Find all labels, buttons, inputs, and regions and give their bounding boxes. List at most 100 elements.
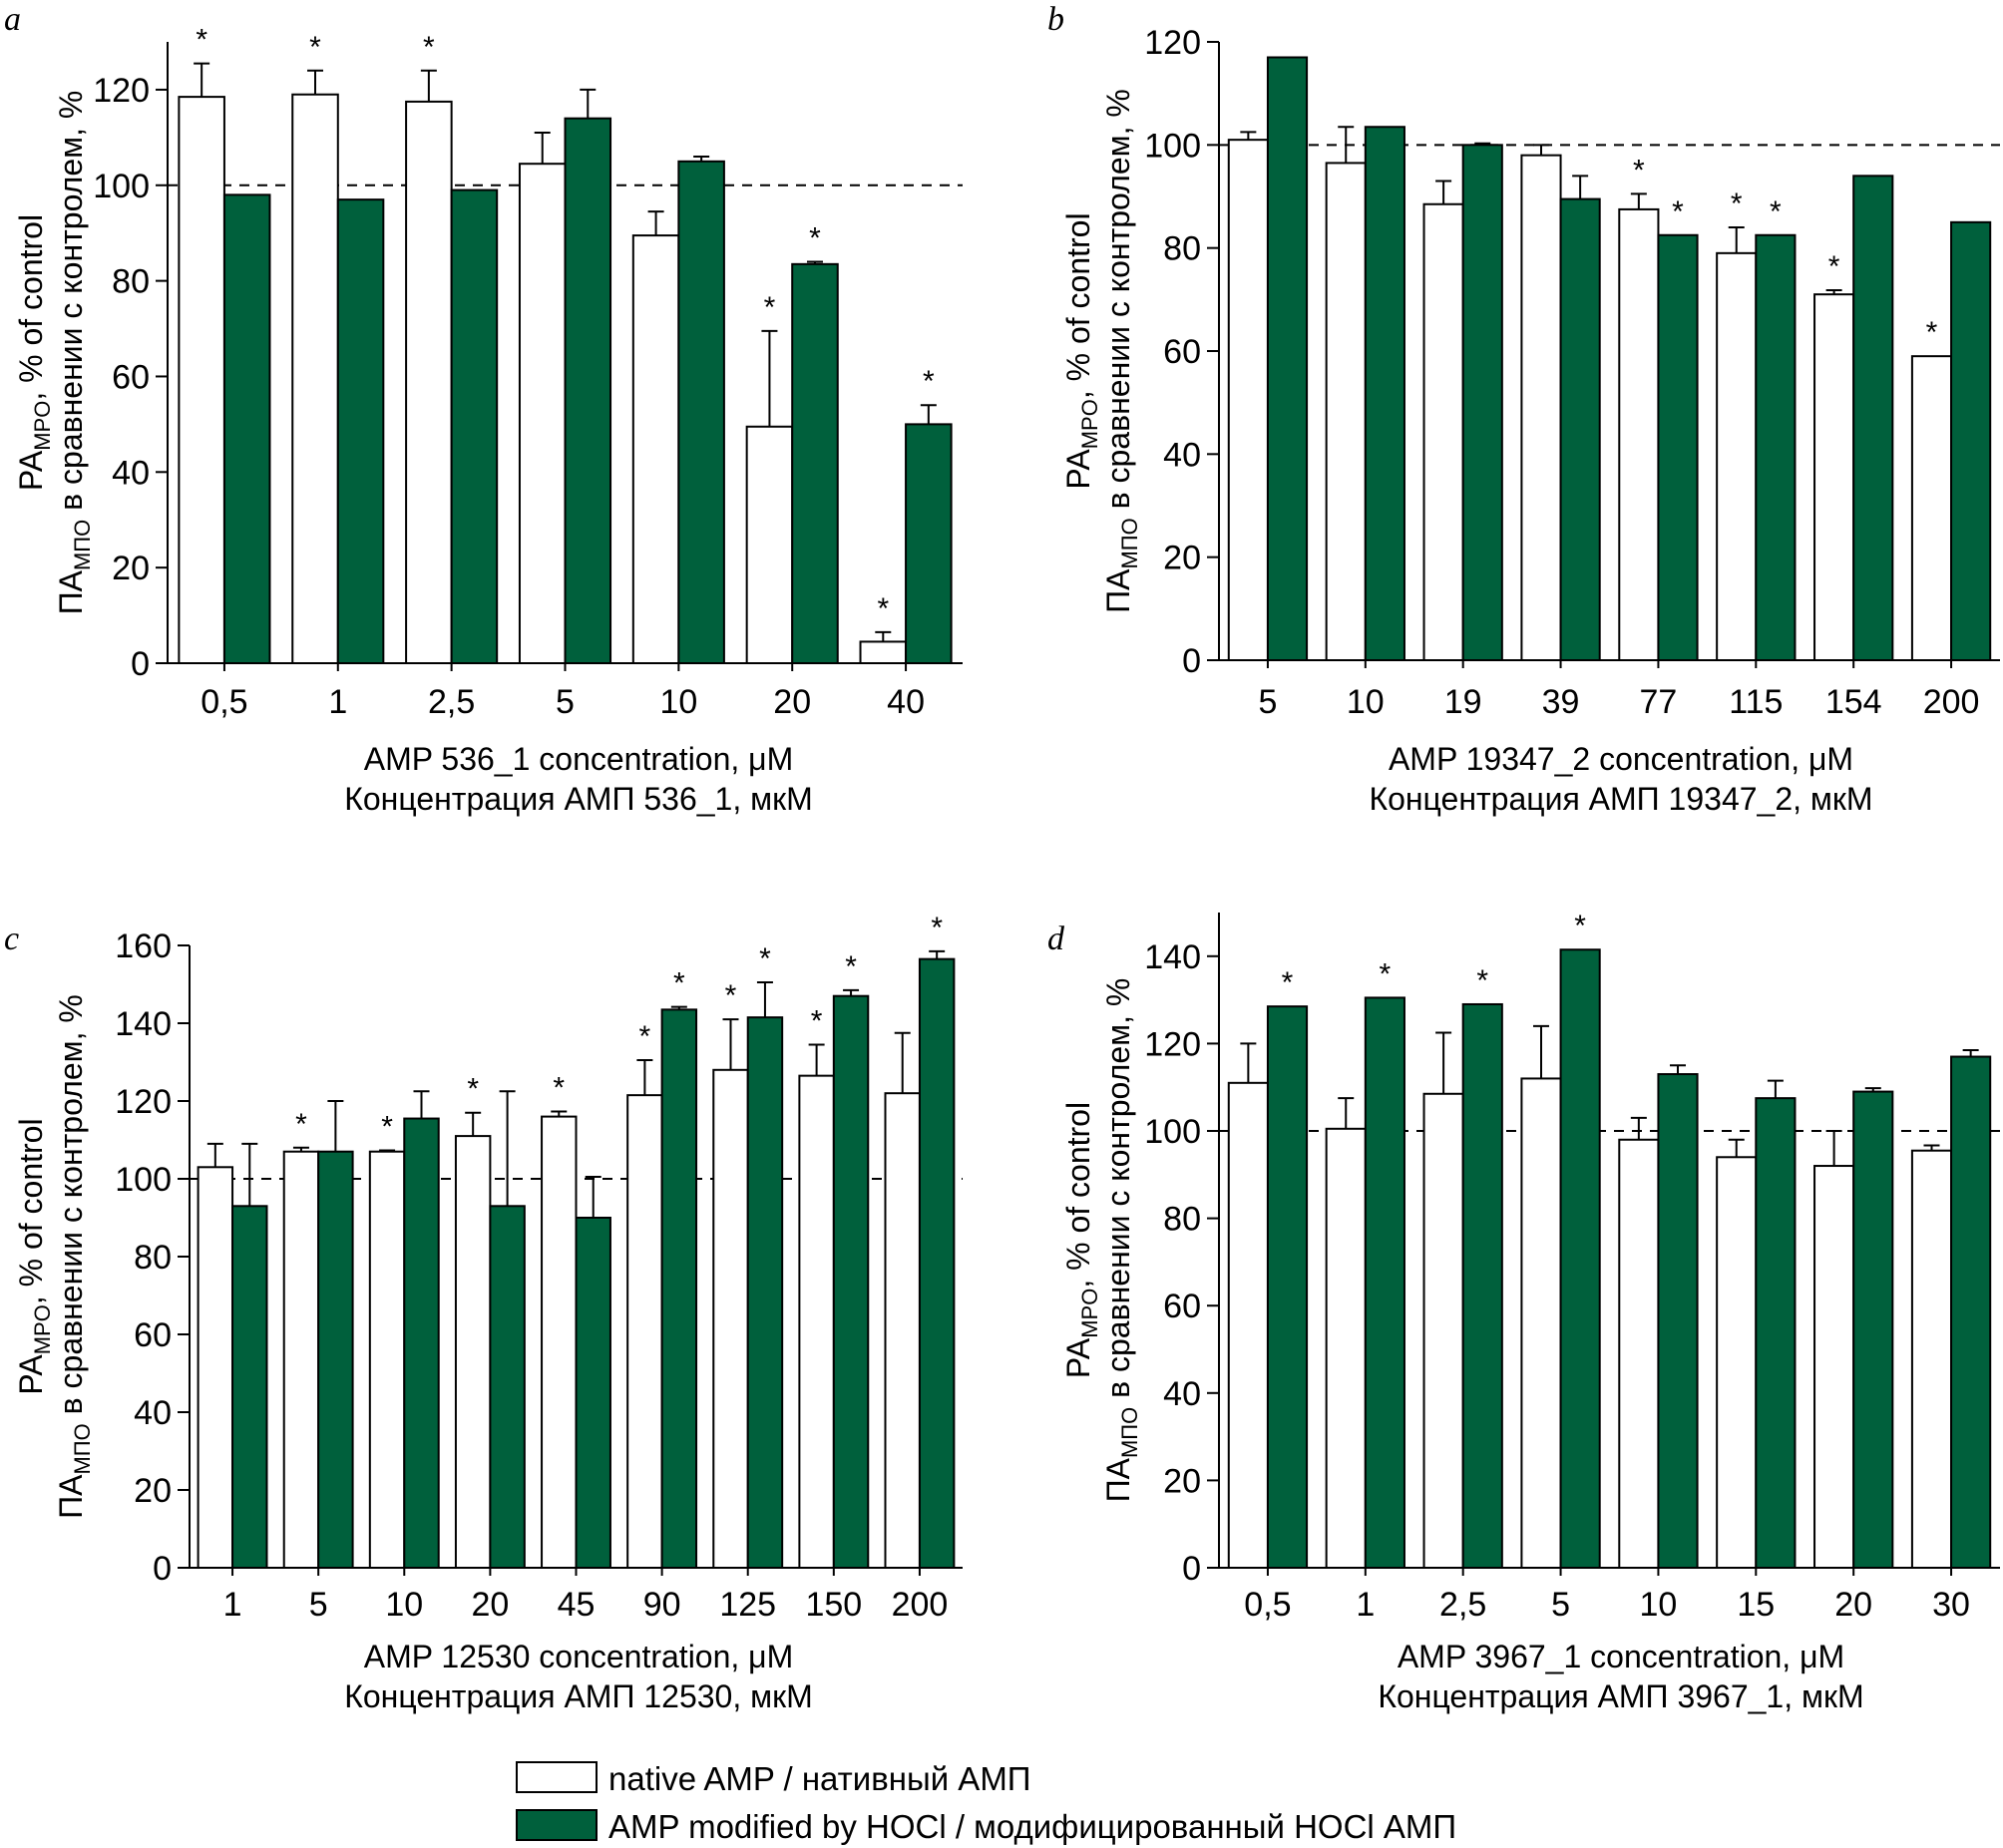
bar-modified — [832, 994, 870, 1569]
x-tick-label: 20 — [773, 683, 811, 721]
bar-modified — [231, 1205, 268, 1570]
bar-modified — [1950, 220, 1992, 661]
bar-native — [884, 1092, 921, 1569]
x-tick-label: 45 — [558, 1586, 596, 1624]
x-tick-label: 20 — [471, 1586, 509, 1624]
significance-star: * — [1282, 966, 1294, 999]
y-tick-label: 0 — [1182, 642, 1201, 680]
x-tick-label: 77 — [1640, 683, 1678, 721]
legend-label-native: native AMP / нативный АМП — [608, 1760, 1031, 1797]
panel-letter: d — [1047, 921, 1065, 957]
bar-modified — [317, 1150, 354, 1569]
y-tick-label: 120 — [1144, 24, 1201, 62]
x-tick-label: 154 — [1825, 683, 1882, 721]
significance-star: * — [1926, 316, 1938, 349]
bar-modified — [1950, 1055, 1992, 1570]
bar-modified — [791, 262, 839, 664]
y-tick-label: 60 — [134, 1316, 172, 1354]
bar-modified — [1364, 996, 1405, 1569]
bar-native — [282, 1150, 320, 1569]
bar-native — [291, 93, 339, 664]
y-tick-label: 100 — [1144, 1113, 1201, 1151]
significance-star: * — [1731, 187, 1743, 220]
bar-modified — [489, 1205, 526, 1570]
x-tick-label: 1 — [328, 683, 347, 721]
significance-star: * — [639, 1020, 651, 1053]
bar-native — [1716, 251, 1758, 661]
panel-letter: b — [1047, 1, 1064, 38]
x-tick-label: 5 — [309, 1586, 328, 1624]
bar-native — [454, 1135, 492, 1569]
x-tick-label: 115 — [1729, 683, 1783, 721]
bar-native — [197, 1166, 234, 1570]
y-tick-label: 80 — [1163, 1201, 1201, 1239]
bar-modified — [1657, 233, 1699, 661]
x-tick-label: 200 — [1923, 683, 1980, 721]
y-tick-label: 80 — [1163, 230, 1201, 268]
significance-star: * — [845, 950, 857, 983]
y-tick-label: 40 — [1163, 436, 1201, 474]
bar-native — [1227, 139, 1269, 661]
y-tick-label: 60 — [1163, 1288, 1201, 1325]
y-tick-label: 120 — [1144, 1025, 1201, 1063]
bar-native — [1813, 293, 1855, 661]
bar-modified — [403, 1117, 440, 1570]
x-tick-label: 5 — [1551, 1586, 1570, 1624]
x-tick-label: 10 — [385, 1586, 423, 1624]
x-axis-title-ru: Концентрация АМП 536_1, мкМ — [344, 781, 813, 817]
y-tick-label: 20 — [1163, 540, 1201, 577]
y-tick-label: 120 — [115, 1083, 172, 1121]
bar-native — [1422, 202, 1464, 661]
y-tick-label: 20 — [134, 1472, 172, 1510]
significance-star: * — [381, 1111, 393, 1144]
bar-modified — [1461, 1002, 1503, 1569]
bar-native — [1422, 1092, 1464, 1570]
panel-letter: c — [4, 921, 19, 957]
y-tick-label: 140 — [1144, 938, 1201, 976]
y-tick-label: 0 — [153, 1550, 172, 1588]
x-axis-title-ru: Концентрация АМП 19347_2, мкМ — [1369, 781, 1872, 817]
y-tick-label: 60 — [1163, 333, 1201, 371]
y-tick-label: 40 — [112, 454, 150, 492]
y-tick-label: 120 — [93, 72, 150, 110]
x-tick-label: 150 — [805, 1586, 862, 1624]
y-tick-label: 60 — [112, 358, 150, 396]
x-axis-title-en: AMP 3967_1 concentration, μM — [1398, 1639, 1844, 1674]
bar-modified — [1266, 56, 1309, 661]
bar-native — [518, 163, 567, 664]
chart-panel-c: c * * * * * * * * * * * 0 20 40 60 80 100 120 140 160 1 5 10 20 4… — [4, 912, 963, 1714]
significance-star: * — [809, 221, 821, 254]
x-tick-label: 30 — [1932, 1586, 1970, 1624]
y-tick-label: 0 — [1182, 1550, 1201, 1588]
significance-star: * — [1672, 195, 1684, 228]
x-axis-title-ru: Концентрация АМП 12530, мкМ — [344, 1678, 813, 1714]
bar-native — [541, 1115, 578, 1569]
bar-modified — [1364, 126, 1405, 661]
significance-star: * — [877, 592, 889, 625]
x-tick-label: 10 — [1347, 683, 1385, 721]
legend-swatch-modified — [516, 1809, 598, 1841]
bar-modified — [918, 957, 956, 1569]
y-axis-title-en: PAMPO, % of control — [13, 214, 55, 491]
bar-modified — [746, 1016, 784, 1569]
chart-panel-d: d * * * * 0 20 40 60 80 100 120 140 0,5 1 2,5 5 10 15 20 30 A… — [1047, 910, 2000, 1714]
y-tick-label: 0 — [131, 645, 150, 683]
significance-star: * — [811, 1004, 823, 1037]
significance-star: * — [764, 291, 776, 324]
x-tick-label: 5 — [1258, 683, 1277, 721]
bar-modified — [1755, 233, 1797, 661]
significance-star: * — [1380, 957, 1392, 990]
bar-modified — [564, 117, 612, 664]
bar-modified — [1755, 1097, 1797, 1570]
x-axis-title-ru: Концентрация АМП 3967_1, мкМ — [1378, 1678, 1863, 1714]
significance-star: * — [673, 967, 685, 1000]
bar-native — [1618, 207, 1660, 662]
bar-modified — [222, 193, 271, 664]
bar-modified — [1852, 175, 1894, 661]
x-tick-label: 40 — [887, 683, 925, 721]
bar-native — [405, 100, 453, 664]
bar-native — [859, 640, 908, 665]
bar-modified — [1852, 1090, 1894, 1569]
significance-star: * — [1476, 964, 1488, 997]
significance-star: * — [309, 31, 321, 64]
